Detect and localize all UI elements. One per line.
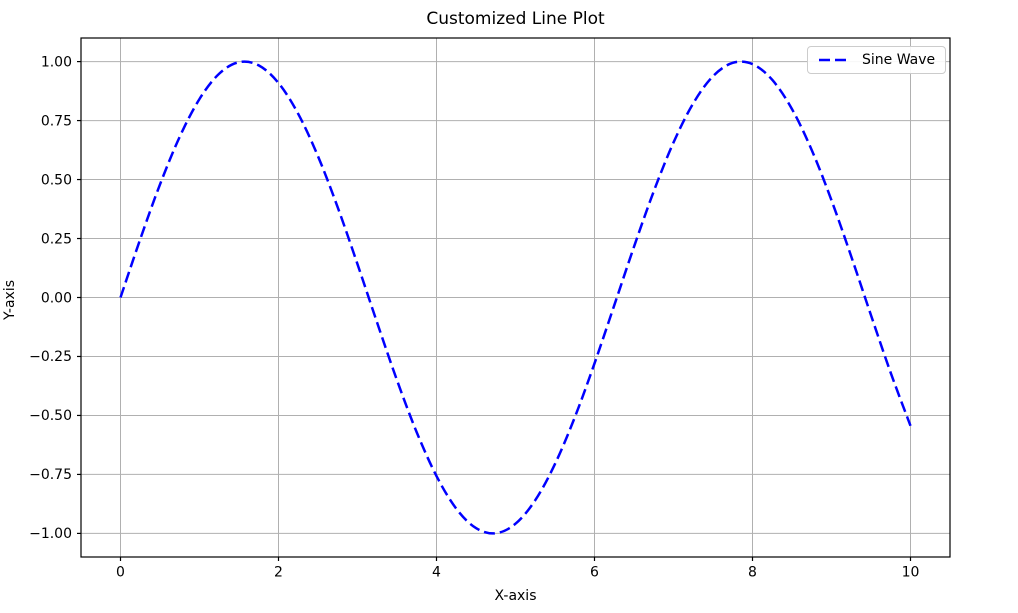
svg-text:0.00: 0.00 <box>41 290 72 306</box>
svg-text:0.75: 0.75 <box>41 113 72 129</box>
svg-text:6: 6 <box>590 565 599 581</box>
svg-text:−0.75: −0.75 <box>29 467 72 483</box>
chart-title: Customized Line Plot <box>426 9 605 29</box>
x-tick-labels: 0 2 4 6 8 10 <box>116 557 919 581</box>
sine-wave-line <box>119 60 912 535</box>
svg-text:2: 2 <box>274 565 283 581</box>
grid-lines <box>81 38 950 557</box>
svg-text:8: 8 <box>748 565 757 581</box>
svg-text:1.00: 1.00 <box>41 54 72 70</box>
svg-text:4: 4 <box>432 565 441 581</box>
y-axis-label: Y-axis <box>2 280 18 320</box>
svg-text:0.25: 0.25 <box>41 231 72 247</box>
dashed-line-icon <box>819 58 849 62</box>
legend-label: Sine Wave <box>862 52 936 68</box>
legend: Sine Wave <box>807 46 947 74</box>
svg-text:0: 0 <box>116 565 125 581</box>
svg-text:−1.00: −1.00 <box>29 526 72 542</box>
svg-text:−0.25: −0.25 <box>29 349 72 365</box>
y-tick-labels: −1.00 −0.75 −0.50 −0.25 0.00 0.25 0.50 0.75 1.00 <box>29 54 81 542</box>
svg-text:0.50: 0.50 <box>41 172 72 188</box>
x-axis-label: X-axis <box>494 588 537 604</box>
svg-text:10: 10 <box>902 565 920 581</box>
svg-text:−0.50: −0.50 <box>29 408 72 424</box>
